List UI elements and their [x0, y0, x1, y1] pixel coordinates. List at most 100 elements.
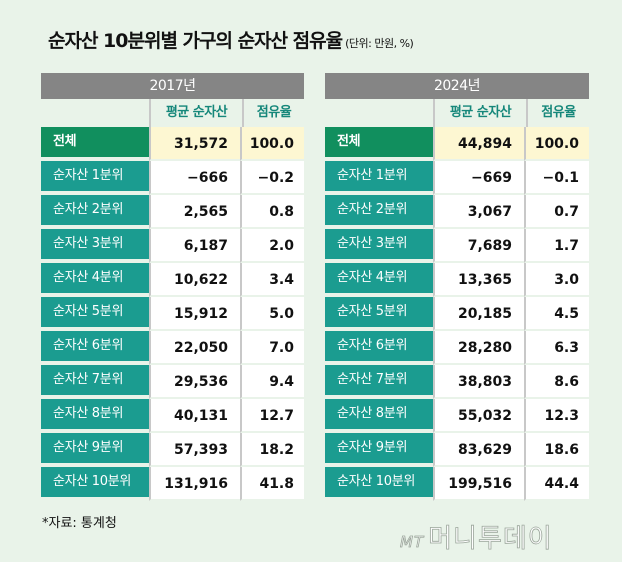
avg-net-assets-value: −669	[433, 161, 524, 195]
table-row: 순자산 7분위 29,536 9.4	[41, 365, 304, 399]
avg-net-assets-header: 평균 순자산	[433, 99, 526, 127]
table-row: 순자산 2분위 2,565 0.8	[41, 195, 304, 229]
table-row: 전체 31,572 100.0	[41, 127, 304, 161]
source-note: *자료: 통계청	[42, 516, 117, 531]
avg-net-assets-value: 57,393	[149, 433, 240, 467]
table-row: 순자산 5분위 15,912 5.0	[41, 297, 304, 331]
share-value: 9.4	[240, 365, 304, 399]
avg-net-assets-value: 29,536	[149, 365, 240, 399]
share-value: 1.7	[524, 229, 589, 263]
table-row: 순자산 2분위 3,067 0.7	[325, 195, 589, 229]
row-label: 순자산 3분위	[325, 229, 433, 263]
table-row: 순자산 8분위 40,131 12.7	[41, 399, 304, 433]
avg-net-assets-value: 3,067	[433, 195, 524, 229]
row-label: 순자산 8분위	[41, 399, 149, 433]
chart-title: 순자산 10분위별 가구의 순자산 점유율 (단위: 만원, %)	[48, 26, 414, 53]
row-label: 순자산 3분위	[41, 229, 149, 263]
row-label: 순자산 5분위	[41, 297, 149, 331]
avg-net-assets-value: 22,050	[149, 331, 240, 365]
share-value: 100.0	[524, 127, 589, 161]
table-2024: 2024년 평균 순자산 점유율 전체 44,894 100.0 순자산 1분위…	[325, 73, 589, 501]
year-header: 2017년	[41, 73, 304, 99]
column-header-row: 평균 순자산 점유율	[41, 99, 304, 127]
row-label: 순자산 5분위	[325, 297, 433, 331]
table-row: 순자산 9분위 83,629 18.6	[325, 433, 589, 467]
share-value: 0.8	[240, 195, 304, 229]
share-value: 18.6	[524, 433, 589, 467]
avg-net-assets-value: 6,187	[149, 229, 240, 263]
share-header: 점유율	[242, 99, 304, 127]
empty-header-cell	[325, 99, 433, 127]
row-label: 순자산 2분위	[41, 195, 149, 229]
empty-header-cell	[41, 99, 149, 127]
share-value: 3.0	[524, 263, 589, 297]
table-row: 순자산 1분위 −666 −0.2	[41, 161, 304, 195]
row-label: 순자산 2분위	[325, 195, 433, 229]
table-row: 순자산 6분위 22,050 7.0	[41, 331, 304, 365]
avg-net-assets-value: 2,565	[149, 195, 240, 229]
avg-net-assets-value: 31,572	[149, 127, 240, 161]
row-label: 순자산 8분위	[325, 399, 433, 433]
avg-net-assets-value: 40,131	[149, 399, 240, 433]
unit-label: (단위: 만원, %)	[345, 37, 414, 50]
row-label: 순자산 4분위	[41, 263, 149, 297]
row-label: 순자산 1분위	[325, 161, 433, 195]
share-header: 점유율	[526, 99, 589, 127]
table-row: 순자산 5분위 20,185 4.5	[325, 297, 589, 331]
row-label: 순자산 6분위	[325, 331, 433, 365]
avg-net-assets-header: 평균 순자산	[149, 99, 242, 127]
share-value: 2.0	[240, 229, 304, 263]
share-value: 12.7	[240, 399, 304, 433]
share-value: −0.2	[240, 161, 304, 195]
share-value: 41.8	[240, 467, 304, 501]
avg-net-assets-value: 20,185	[433, 297, 524, 331]
table-row: 순자산 4분위 13,365 3.0	[325, 263, 589, 297]
share-value: 100.0	[240, 127, 304, 161]
logo-text: 머니투데이	[428, 524, 553, 555]
title-text: 순자산 10분위별 가구의 순자산 점유율	[48, 30, 343, 52]
share-value: 6.3	[524, 331, 589, 365]
avg-net-assets-value: 28,280	[433, 331, 524, 365]
row-label: 순자산 1분위	[41, 161, 149, 195]
table-row: 순자산 1분위 −669 −0.1	[325, 161, 589, 195]
share-value: 8.6	[524, 365, 589, 399]
share-value: 12.3	[524, 399, 589, 433]
avg-net-assets-value: 7,689	[433, 229, 524, 263]
mt-logo-mark: MT	[400, 533, 425, 552]
year-header: 2024년	[325, 73, 589, 99]
avg-net-assets-value: 131,916	[149, 467, 240, 501]
column-header-row: 평균 순자산 점유율	[325, 99, 589, 127]
row-label: 순자산 10분위	[325, 467, 433, 501]
avg-net-assets-value: 44,894	[433, 127, 524, 161]
row-label: 순자산 9분위	[325, 433, 433, 467]
table-2017: 2017년 평균 순자산 점유율 전체 31,572 100.0 순자산 1분위…	[41, 73, 304, 501]
share-value: 4.5	[524, 297, 589, 331]
share-value: 5.0	[240, 297, 304, 331]
row-label: 전체	[41, 127, 149, 161]
avg-net-assets-value: 38,803	[433, 365, 524, 399]
avg-net-assets-value: 15,912	[149, 297, 240, 331]
table-row: 순자산 3분위 6,187 2.0	[41, 229, 304, 263]
share-value: 44.4	[524, 467, 589, 501]
avg-net-assets-value: 13,365	[433, 263, 524, 297]
table-row: 전체 44,894 100.0	[325, 127, 589, 161]
row-label: 순자산 6분위	[41, 331, 149, 365]
share-value: 3.4	[240, 263, 304, 297]
table-row: 순자산 6분위 28,280 6.3	[325, 331, 589, 365]
share-value: 0.7	[524, 195, 589, 229]
row-label: 순자산 7분위	[41, 365, 149, 399]
moneytoday-logo: MT 머니투데이	[400, 518, 553, 555]
avg-net-assets-value: 199,516	[433, 467, 524, 501]
table-row: 순자산 3분위 7,689 1.7	[325, 229, 589, 263]
table-row: 순자산 8분위 55,032 12.3	[325, 399, 589, 433]
avg-net-assets-value: −666	[149, 161, 240, 195]
share-value: −0.1	[524, 161, 589, 195]
table-row: 순자산 7분위 38,803 8.6	[325, 365, 589, 399]
table-row: 순자산 9분위 57,393 18.2	[41, 433, 304, 467]
row-label: 순자산 7분위	[325, 365, 433, 399]
table-row: 순자산 4분위 10,622 3.4	[41, 263, 304, 297]
avg-net-assets-value: 55,032	[433, 399, 524, 433]
table-row: 순자산 10분위 131,916 41.8	[41, 467, 304, 501]
share-value: 18.2	[240, 433, 304, 467]
row-label: 순자산 9분위	[41, 433, 149, 467]
